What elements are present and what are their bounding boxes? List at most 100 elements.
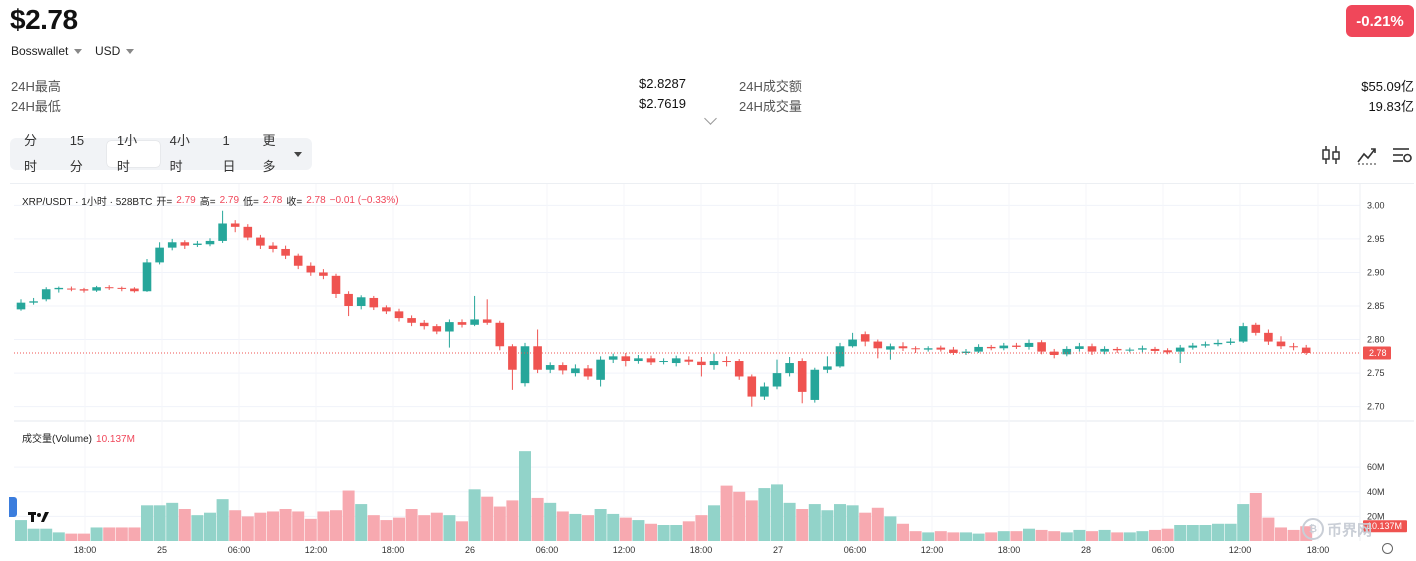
stat-high-value: $2.8287 (639, 76, 686, 91)
legend-change: −0.01 (−0.33%) (329, 195, 399, 206)
volume-bar (1224, 523, 1237, 541)
candle (1238, 322, 1248, 343)
legend-close-label: 收= (286, 197, 303, 208)
current-price: $2.78 (10, 4, 78, 35)
candle (16, 299, 26, 311)
stat-volume-label: 24H成交量 (739, 99, 802, 114)
candle (268, 242, 278, 253)
volume-bar (569, 513, 582, 541)
volume-bar (342, 490, 355, 541)
volume-bar (934, 531, 947, 541)
candlestick-icon[interactable] (1320, 144, 1342, 166)
stat-low-label: 24H最低 (11, 99, 61, 114)
y-tick-label: 2.90 (1367, 267, 1385, 277)
x-tick-label: 18:00 (382, 545, 405, 555)
volume-bar (166, 502, 179, 541)
candle (898, 342, 908, 351)
volume-bar (1212, 523, 1224, 541)
volume-bar (153, 505, 166, 541)
candle (155, 242, 164, 265)
volume-bar (771, 484, 783, 541)
indicator-icon[interactable] (1356, 144, 1378, 166)
candle (369, 295, 379, 311)
y-tick-label: 2.75 (1367, 368, 1385, 378)
candle (1276, 336, 1286, 349)
volume-bar (279, 509, 292, 541)
candle (256, 234, 265, 249)
x-tick-label: 06:00 (1152, 545, 1175, 555)
volume-bar (128, 527, 141, 541)
candle (495, 320, 505, 351)
candle (331, 273, 341, 298)
gear-icon[interactable] (1382, 543, 1393, 554)
stat-turnover-value: $55.09亿 (1361, 79, 1414, 94)
candle (117, 286, 127, 292)
tab-more[interactable]: 更多 (252, 133, 312, 174)
candle (29, 297, 38, 305)
volume-bar (745, 500, 758, 541)
volume-bar (1237, 504, 1250, 541)
volume-bar (531, 497, 544, 541)
volume-bar (619, 517, 632, 541)
legend-high-label: 高= (199, 197, 216, 208)
legend-open-label: 开= (156, 197, 173, 208)
volume-bar (204, 512, 216, 541)
y-tick-label: 2.95 (1367, 234, 1385, 244)
candle (1062, 346, 1072, 357)
candle (1100, 346, 1109, 355)
chart-area[interactable] (10, 183, 1414, 561)
volume-bar (519, 451, 531, 541)
volume-bar (1199, 525, 1212, 541)
volume-bar (493, 506, 506, 541)
candle (470, 295, 479, 327)
candle (1251, 322, 1261, 336)
x-tick-label: 06:00 (536, 545, 559, 555)
candle (659, 358, 668, 365)
volume-bar (682, 521, 695, 541)
legend-close: 2.78 (306, 195, 326, 206)
candle (1125, 347, 1135, 353)
volume-bar (115, 527, 128, 541)
volume-bar (1035, 529, 1048, 541)
volume-bar (1111, 532, 1124, 541)
volume-bar (141, 505, 153, 541)
volume-legend: 成交量(Volume) 10.137M (22, 430, 135, 445)
candle (130, 287, 139, 293)
chevron-down-icon (294, 151, 303, 157)
candle (949, 346, 958, 355)
candle (961, 348, 971, 355)
candle (407, 315, 416, 327)
candle (306, 262, 316, 276)
x-tick-label: 12:00 (921, 545, 944, 555)
volume-bar (229, 510, 242, 541)
volume-bar (846, 505, 859, 541)
candle (193, 240, 202, 247)
volume-bar (758, 488, 771, 541)
candle (860, 331, 870, 347)
vol-tick-label: 40M (1367, 487, 1385, 497)
volume-bar (796, 509, 809, 541)
volume-bar (393, 517, 405, 541)
settings-icon[interactable] (1391, 144, 1413, 166)
candle (508, 344, 517, 390)
candle (218, 210, 227, 243)
candle (608, 353, 618, 364)
volume-bar (1048, 531, 1061, 541)
candle (319, 269, 328, 280)
y-tick-label: 3.00 (1367, 200, 1385, 210)
candle (734, 359, 744, 380)
currency-select[interactable]: USD (95, 44, 135, 58)
interval-tabs: 分时 15分 1小时 4小时 1日 更多 (10, 133, 312, 174)
volume-bar (1149, 529, 1161, 541)
y-tick-label: 2.85 (1367, 301, 1385, 311)
candle (1012, 342, 1021, 349)
legend-open: 2.79 (176, 195, 196, 206)
candle (936, 345, 946, 352)
volume-bar (1249, 493, 1262, 541)
collapse-panel-tab[interactable] (9, 497, 17, 517)
volume-bar (317, 511, 330, 541)
candle (67, 286, 76, 292)
wallet-select[interactable]: Bosswallet (11, 44, 83, 58)
vol-tick-label: 20M (1367, 511, 1385, 521)
